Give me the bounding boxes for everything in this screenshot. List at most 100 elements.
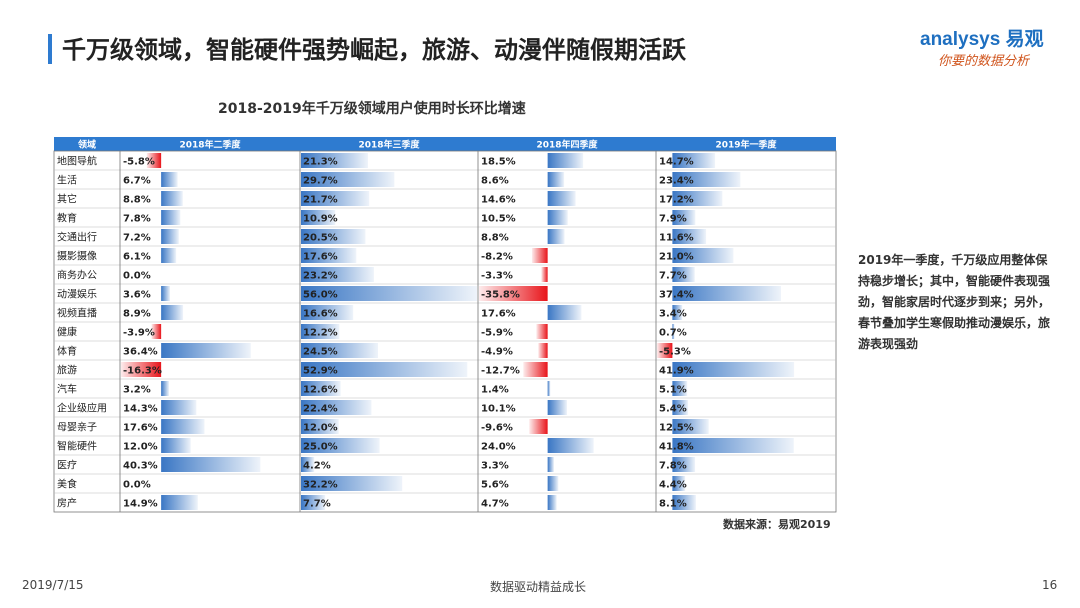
data-bar-positive xyxy=(301,172,395,187)
cell-value: 21.3% xyxy=(303,157,338,168)
row-label: 旅游 xyxy=(57,364,77,377)
cell-value: 5.6% xyxy=(481,480,509,491)
cell-value: 0.0% xyxy=(123,271,151,282)
cell-value: 3.6% xyxy=(123,290,151,301)
data-bar-positive xyxy=(161,438,191,453)
row-label: 摄影摄像 xyxy=(57,250,97,263)
data-bar-positive xyxy=(161,191,183,206)
data-bar-positive xyxy=(161,229,179,244)
data-bar-positive xyxy=(547,495,557,510)
cell-value: 21.7% xyxy=(303,195,338,206)
cell-value: 1.4% xyxy=(481,385,509,396)
data-bar-negative xyxy=(121,362,162,377)
cell-value: 3.4% xyxy=(659,309,687,320)
cell-value: 16.6% xyxy=(303,309,338,320)
data-bar-negative xyxy=(538,343,548,358)
cell-value: 24.0% xyxy=(481,442,516,453)
data-bar-negative xyxy=(531,248,548,263)
data-bar-negative xyxy=(146,153,162,168)
data-bar-positive xyxy=(301,362,468,377)
data-bar-positive xyxy=(672,248,734,263)
cell-value: 17.6% xyxy=(481,309,516,320)
cell-value: 52.9% xyxy=(303,366,338,377)
data-bar-positive xyxy=(547,191,576,206)
data-bar-positive xyxy=(547,400,567,415)
row-label: 地图导航 xyxy=(57,155,97,168)
data-bar-positive xyxy=(161,172,178,187)
cell-value: 10.5% xyxy=(481,214,516,225)
cell-value: 14.9% xyxy=(123,499,158,510)
cell-value: 4.4% xyxy=(659,480,687,491)
data-bar-positive xyxy=(672,191,723,206)
data-bar-positive xyxy=(301,400,372,415)
cell-value: 22.4% xyxy=(303,404,338,415)
cell-value: 17.2% xyxy=(659,195,694,206)
cell-value: 14.3% xyxy=(123,404,158,415)
data-bar-positive xyxy=(672,457,696,472)
cell-value: 0.7% xyxy=(659,328,687,339)
table-border xyxy=(53,150,837,513)
cell-value: 10.9% xyxy=(303,214,338,225)
row-label: 健康 xyxy=(57,326,77,339)
data-bar-positive xyxy=(672,172,741,187)
cell-value: 7.9% xyxy=(659,214,687,225)
data-bar-positive xyxy=(672,324,675,339)
cell-value: 56.0% xyxy=(303,290,338,301)
data-bar-positive xyxy=(672,362,795,377)
cell-value: 23.4% xyxy=(659,176,694,187)
cell-value: 7.7% xyxy=(303,499,331,510)
cell-value: 29.7% xyxy=(303,176,338,187)
header-column-4: 2019年一季度 xyxy=(715,139,777,151)
commentary-text: 2019年一季度，千万级应用整体保持稳步增长；其中，智能硬件表现强劲，智能家居时… xyxy=(858,253,1051,351)
data-bar-positive xyxy=(161,286,170,301)
data-bar-positive xyxy=(301,210,336,225)
page-title: 千万级领域，智能硬件强势崛起，旅游、动漫伴随假期活跃 xyxy=(62,36,686,64)
cell-value: 12.5% xyxy=(659,423,694,434)
cell-value: 14.7% xyxy=(659,157,694,168)
data-bar-positive xyxy=(301,286,477,301)
data-bar-positive xyxy=(547,229,565,244)
row-label: 美食 xyxy=(57,478,77,491)
data-bar-negative xyxy=(479,286,548,301)
cell-value: -35.8% xyxy=(481,290,520,301)
cell-value: 12.6% xyxy=(303,385,338,396)
row-label: 房产 xyxy=(57,497,77,510)
data-bar-positive xyxy=(672,305,683,320)
cell-value: 32.2% xyxy=(303,480,338,491)
row-label: 其它 xyxy=(57,193,77,206)
cell-value: 5.4% xyxy=(659,404,687,415)
data-bar-negative xyxy=(529,419,548,434)
data-bar-positive xyxy=(301,267,374,282)
cell-value: 7.2% xyxy=(123,233,151,244)
cell-value: 3.3% xyxy=(481,461,509,472)
data-bar-negative xyxy=(151,324,162,339)
cell-value: 21.0% xyxy=(659,252,694,263)
data-bar-negative xyxy=(657,343,673,358)
cell-value: 8.6% xyxy=(481,176,509,187)
cell-value: -5.3% xyxy=(659,347,691,358)
row-label: 动漫娱乐 xyxy=(57,288,97,301)
cell-value: -8.2% xyxy=(481,252,513,263)
data-bar-positive xyxy=(301,419,339,434)
header-column-2: 2018年三季度 xyxy=(358,139,420,151)
cell-value: 20.5% xyxy=(303,233,338,244)
cell-value: -9.6% xyxy=(481,423,513,434)
row-label: 商务办公 xyxy=(57,269,97,282)
cell-value: 3.2% xyxy=(123,385,151,396)
data-bar-positive xyxy=(161,419,205,434)
row-label: 医疗 xyxy=(57,459,77,472)
footer-date: 2019/7/15 xyxy=(22,578,84,592)
cell-value: 18.5% xyxy=(481,157,516,168)
cell-value: 6.7% xyxy=(123,176,151,187)
data-bar-positive xyxy=(547,210,568,225)
data-bar-positive xyxy=(672,495,696,510)
cell-value: -5.8% xyxy=(123,157,155,168)
data-bar-negative xyxy=(523,362,548,377)
cell-value: 8.1% xyxy=(659,499,687,510)
data-bar-negative xyxy=(536,324,548,339)
data-bar-positive xyxy=(547,476,559,491)
header-column-1: 2018年二季度 xyxy=(179,139,241,151)
data-bar-positive xyxy=(301,229,366,244)
data-bar-positive xyxy=(672,476,686,491)
